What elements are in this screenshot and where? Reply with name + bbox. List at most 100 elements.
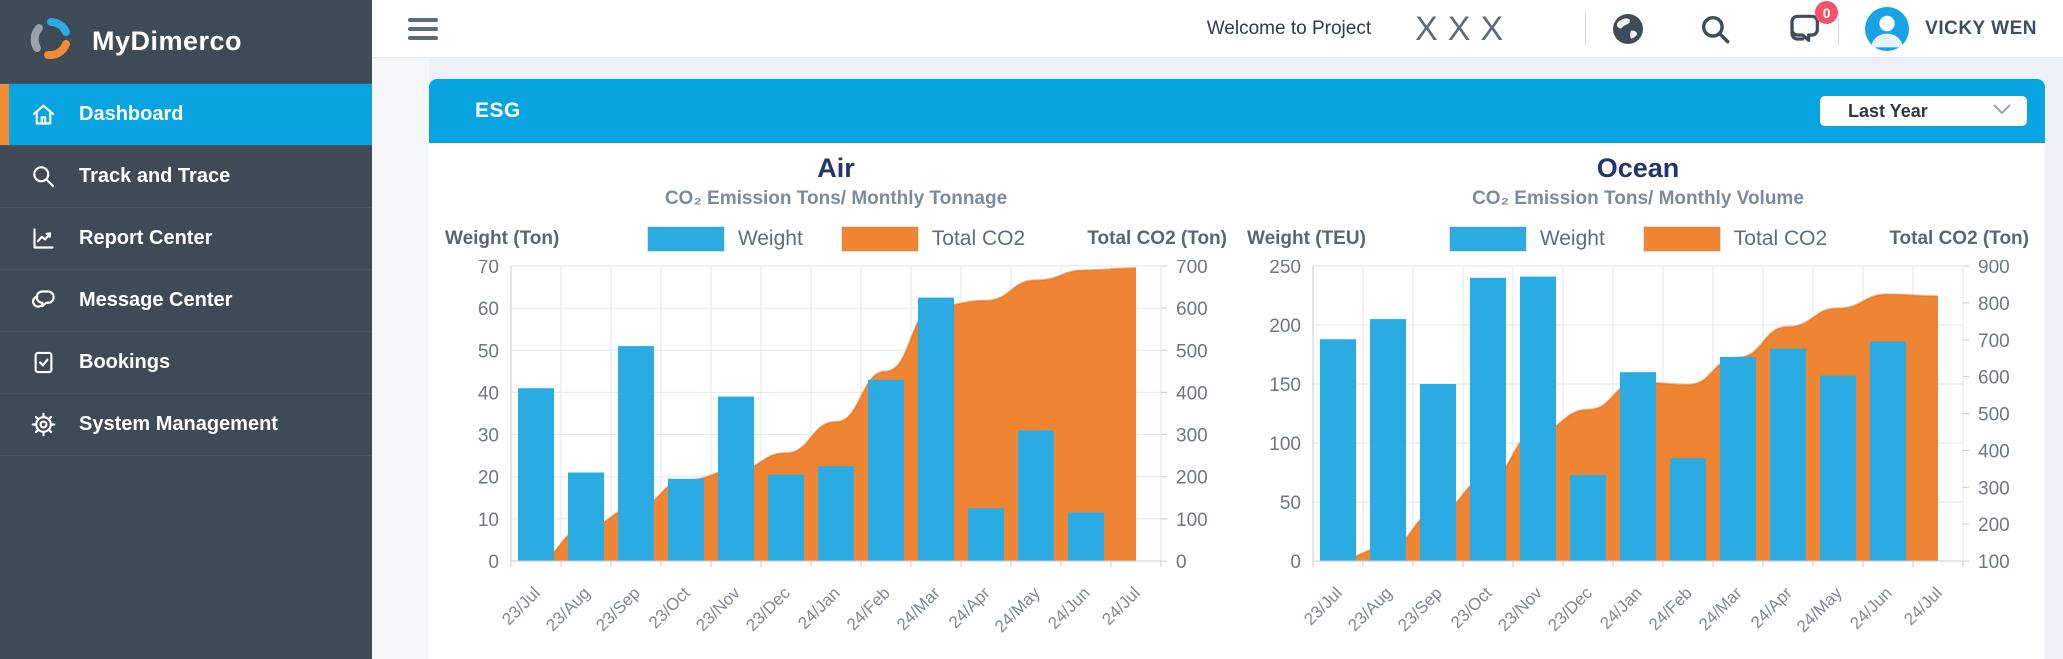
ocean-chart-plot: 2502001501005009008007006005004003002001… [1269,260,2010,636]
svg-text:700: 700 [1978,331,2010,352]
air-chart: Air CO₂ Emission Tons/ Monthly Tonnage W… [441,145,1231,659]
svg-text:23/Oct: 23/Oct [1447,583,1496,632]
sidebar-item-label: System Management [79,413,278,435]
notifications-chat-icon[interactable]: 0 [1784,1,1839,47]
main-area: Welcome to Project XXX 0 VICKY WEN [372,0,2063,659]
sidebar-item-dashboard[interactable]: Dashboard [0,84,372,146]
sidebar-item-label: Track and Trace [79,165,231,187]
svg-text:250: 250 [1269,260,1301,278]
chart-title: Ocean [1596,153,1680,183]
legend-swatch-weight[interactable] [1448,226,1527,252]
svg-text:0: 0 [1176,552,1187,573]
sidebar-item-message-center[interactable]: Message Center [0,270,372,332]
gear-icon [30,411,57,438]
svg-text:24/May: 24/May [1793,583,1846,636]
chart-subtitle: CO₂ Emission Tons/ Monthly Tonnage [664,188,1008,209]
sidebar-item-system-management[interactable]: System Management [0,394,372,456]
svg-text:600: 600 [1978,368,2010,389]
svg-text:23/Sep: 23/Sep [592,583,644,635]
period-selector-dropdown[interactable]: Last Year [1820,96,2027,126]
legend-label-weight[interactable]: Weight [737,227,803,250]
legend-label-total-co2[interactable]: Total CO2 [1733,227,1828,250]
legend-swatch-weight[interactable] [646,226,725,252]
svg-text:23/Aug: 23/Aug [1344,583,1396,635]
svg-text:500: 500 [1176,341,1208,362]
svg-text:40: 40 [478,383,499,404]
svg-text:100: 100 [1176,510,1208,531]
svg-text:400: 400 [1978,441,2010,462]
home-icon [30,101,57,128]
sidebar: MyDimerco Dashboard Track and Trace Repo… [0,0,372,659]
sidebar-item-track-and-trace[interactable]: Track and Trace [0,146,372,208]
svg-text:24/May: 24/May [991,583,1044,636]
svg-text:500: 500 [1978,405,2010,426]
svg-text:50: 50 [1280,493,1301,514]
project-name: XXX [1415,9,1514,48]
svg-text:0: 0 [1290,552,1301,573]
svg-text:24/Jun: 24/Jun [1846,583,1896,633]
svg-text:24/Apr: 24/Apr [1747,583,1796,632]
divider [1838,12,1840,46]
svg-text:50: 50 [478,341,499,362]
chart-title: Air [817,153,855,183]
svg-text:24/Feb: 24/Feb [843,583,894,634]
svg-text:24/Jan: 24/Jan [1596,583,1646,633]
svg-text:23/Dec: 23/Dec [742,583,794,635]
svg-text:200: 200 [1978,515,2010,536]
search-icon[interactable] [1698,12,1732,46]
left-axis-label: Weight (TEU) [1247,228,1366,249]
sidebar-item-label: Bookings [79,351,171,373]
globe-icon[interactable] [1610,11,1646,47]
svg-text:150: 150 [1269,375,1301,396]
svg-text:200: 200 [1269,316,1301,337]
legend-swatch-total-co2[interactable] [840,226,919,252]
chart-subtitle: CO₂ Emission Tons/ Monthly Volume [1472,188,1804,209]
topbar: Welcome to Project XXX 0 VICKY WEN [372,0,2063,58]
esg-panel-header: ESG Last Year [429,79,2045,143]
svg-text:60: 60 [478,299,499,320]
svg-text:0: 0 [488,552,499,573]
svg-text:24/Jul: 24/Jul [1900,583,1946,629]
sidebar-item-label: Report Center [79,227,213,249]
logo[interactable]: MyDimerco [0,0,372,84]
app-title: MyDimerco [92,26,243,56]
air-chart-plot: 706050403020100700600500400300200100023/… [478,260,1208,636]
sidebar-menu: Dashboard Track and Trace Report Center … [0,84,372,456]
user-avatar[interactable] [1865,7,1910,51]
legend-label-total-co2[interactable]: Total CO2 [931,227,1026,250]
svg-text:23/Nov: 23/Nov [692,583,744,635]
svg-text:23/Jul: 23/Jul [498,583,544,629]
user-name[interactable]: VICKY WEN [1925,18,2037,39]
esg-panel: ESG Last Year Air CO₂ Emission Tons/ Mon… [429,79,2045,659]
svg-text:24/Jul: 24/Jul [1098,583,1144,629]
sidebar-item-report-center[interactable]: Report Center [0,208,372,270]
ocean-chart: Ocean CO₂ Emission Tons/ Monthly Volume … [1243,145,2033,659]
hamburger-menu-icon[interactable] [408,18,438,40]
svg-text:24/Jun: 24/Jun [1044,583,1094,633]
left-axis-label: Weight (Ton) [445,228,560,249]
legend-label-weight[interactable]: Weight [1539,227,1605,250]
svg-text:300: 300 [1978,478,2010,499]
chat-bubbles-icon [30,287,57,314]
svg-text:24/Mar: 24/Mar [1695,583,1746,634]
sidebar-item-label: Message Center [79,289,233,311]
legend-swatch-total-co2[interactable] [1642,226,1721,252]
booking-document-icon [30,349,57,376]
chart-header: Weight (Ton) Weight Total CO2 Total CO2 … [441,226,1231,252]
svg-text:600: 600 [1176,299,1208,320]
svg-text:23/Dec: 23/Dec [1544,583,1596,635]
svg-text:30: 30 [478,426,499,447]
content-area: ESG Last Year Air CO₂ Emission Tons/ Mon… [372,58,2063,659]
svg-text:24/Jan: 24/Jan [794,583,844,633]
charts-row: Air CO₂ Emission Tons/ Monthly Tonnage W… [429,143,2045,659]
sidebar-item-bookings[interactable]: Bookings [0,332,372,394]
welcome-text: Welcome to Project [1206,18,1372,39]
chevron-down-icon [1993,102,2011,120]
right-axis-label: Total CO2 (Ton) [1889,228,2029,249]
svg-text:70: 70 [478,260,499,278]
svg-text:900: 900 [1978,260,2010,278]
svg-text:300: 300 [1176,426,1208,447]
svg-text:23/Oct: 23/Oct [645,583,694,632]
esg-panel-title: ESG [475,99,521,122]
